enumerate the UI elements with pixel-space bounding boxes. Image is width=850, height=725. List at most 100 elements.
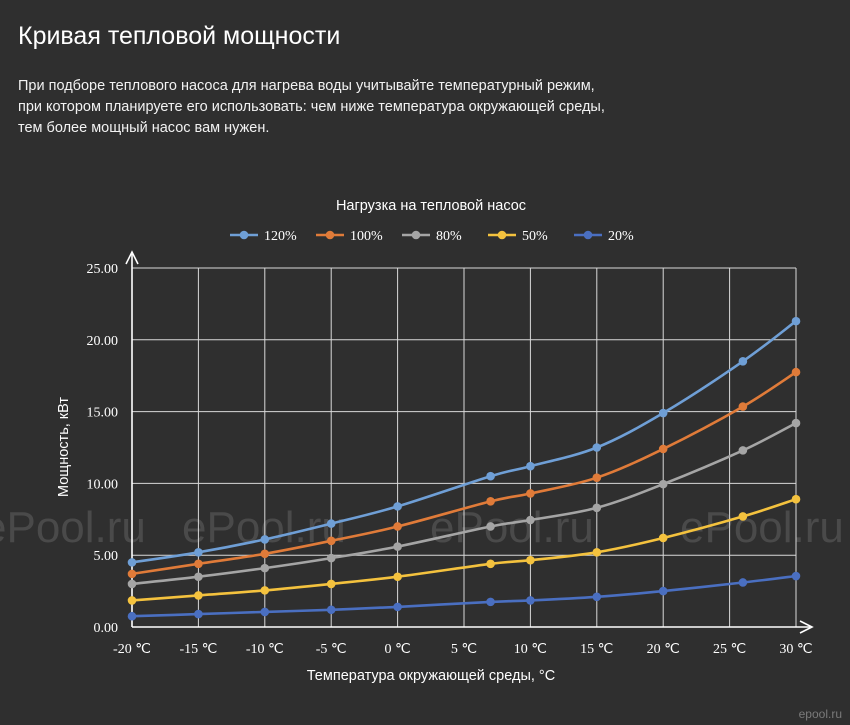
legend-item-2: 100% — [316, 229, 383, 244]
legend-label-1: 120% — [264, 229, 297, 244]
watermark-text-1: ePool.ru — [0, 503, 146, 552]
y-tick-label-2: 10.00 — [87, 477, 119, 492]
legend-swatch-marker-3 — [411, 230, 421, 240]
description-line-2: при котором планируете его использовать:… — [18, 99, 605, 115]
legend-item-5: 20% — [574, 229, 634, 244]
legend-item-4: 50% — [488, 229, 548, 244]
chart-legend: 120% 100% 80% 50% 20% — [230, 229, 634, 244]
series-1-point-3 — [326, 519, 336, 528]
series-4-point-5 — [486, 559, 495, 569]
series-3-point-4 — [393, 542, 402, 551]
series-2-point-8 — [658, 444, 668, 454]
series-5 — [127, 571, 801, 621]
series-2-point-6 — [526, 489, 535, 498]
x-tick-label-2: -10 ℃ — [246, 642, 284, 657]
legend-label-4: 50% — [522, 229, 548, 244]
series-2-point-3 — [326, 536, 336, 546]
y-tick-label-4: 20.00 — [87, 334, 119, 349]
series-2-point-7 — [592, 473, 602, 482]
series-2-point-5 — [486, 497, 495, 506]
series-4-point-6 — [526, 555, 535, 565]
series-3-point-7 — [592, 503, 602, 513]
page-title: Кривая тепловой мощности — [18, 22, 341, 50]
x-axis-arrow — [799, 620, 814, 634]
series-layer — [127, 316, 801, 621]
series-2-point-2 — [260, 549, 270, 559]
series-1 — [127, 316, 801, 567]
y-tick-label-0: 0.00 — [94, 621, 119, 636]
x-tick-label-8: 20 ℃ — [647, 642, 680, 657]
series-5-point-7 — [592, 592, 602, 602]
legend-label-2: 100% — [350, 229, 383, 244]
series-5-point-5 — [486, 597, 495, 607]
x-axis-label: Температура окружающей среды, °C — [307, 668, 555, 684]
series-1-point-10 — [791, 316, 801, 326]
series-4-point-10 — [791, 494, 801, 504]
series-1-point-9 — [738, 357, 748, 366]
series-4 — [127, 494, 801, 605]
x-tick-label-1: -15 ℃ — [179, 642, 217, 657]
watermark-text-2: ePool.ru — [182, 503, 346, 552]
x-tick-label-7: 15 ℃ — [580, 642, 613, 657]
x-tick-label-9: 25 ℃ — [713, 642, 746, 657]
series-3-point-5 — [486, 522, 495, 531]
legend-label-5: 20% — [608, 229, 634, 244]
series-5-point-6 — [526, 596, 535, 605]
series-1-point-4 — [393, 502, 402, 511]
series-5-point-4 — [393, 602, 402, 612]
series-3-point-0 — [127, 579, 137, 589]
series-3-point-10 — [791, 418, 801, 428]
series-4-point-7 — [592, 548, 602, 557]
description-line-3: тем более мощный насос вам нужен. — [18, 120, 270, 136]
series-3-point-2 — [260, 563, 270, 573]
power-curve-chart: Нагрузка на тепловой насос 120% 100% 80% 50… — [0, 198, 844, 684]
series-3-point-8 — [658, 479, 668, 489]
series-2-point-4 — [393, 522, 402, 531]
chart-axes: 0.00 5.00 10.00 15.00 20.00 25.00 -20 ℃ -15 ℃ -1… — [87, 250, 814, 657]
y-axis-label: Мощность, кВт — [56, 397, 72, 497]
series-4-point-9 — [738, 512, 748, 521]
series-3-point-9 — [738, 446, 748, 455]
series-1-point-7 — [592, 443, 602, 452]
series-1-point-5 — [486, 471, 495, 481]
series-1-point-1 — [194, 548, 203, 557]
series-4-point-2 — [260, 586, 270, 595]
series-1-point-6 — [526, 461, 535, 471]
x-tick-label-0: -20 ℃ — [113, 642, 151, 657]
series-5-point-10 — [791, 571, 801, 581]
y-tick-label-5: 25.00 — [87, 262, 119, 277]
x-tick-label-3: -5 ℃ — [316, 642, 347, 657]
y-tick-label-1: 5.00 — [94, 549, 119, 564]
legend-swatch-marker-2 — [325, 230, 335, 240]
series-4-point-1 — [194, 591, 203, 600]
series-3-point-6 — [526, 515, 535, 525]
x-tick-label-4: 0 ℃ — [384, 642, 410, 657]
legend-swatch-marker-4 — [497, 230, 507, 240]
description: При подборе теплового насоса для нагрева… — [18, 76, 718, 139]
series-3 — [127, 418, 801, 589]
series-5-point-3 — [326, 605, 336, 615]
series-5-point-9 — [738, 578, 748, 587]
series-5-point-8 — [658, 586, 668, 596]
series-5-point-0 — [127, 611, 137, 621]
series-1-point-8 — [658, 408, 668, 418]
legend-swatch-marker-5 — [583, 230, 593, 240]
series-2-point-10 — [791, 367, 801, 377]
series-5-point-2 — [260, 607, 270, 617]
series-2-point-1 — [194, 559, 203, 569]
series-2 — [127, 367, 801, 579]
series-1-point-2 — [260, 535, 270, 544]
legend-item-3: 80% — [402, 229, 462, 244]
series-4-point-3 — [326, 579, 336, 589]
x-tick-label-6: 10 ℃ — [514, 642, 547, 657]
description-line-1: При подборе теплового насоса для нагрева… — [18, 78, 595, 94]
series-3-point-3 — [326, 553, 336, 563]
series-4-point-0 — [127, 596, 137, 605]
series-1-point-0 — [127, 558, 137, 567]
legend-item-1: 120% — [230, 229, 297, 244]
series-2-point-0 — [127, 569, 137, 579]
x-tick-label-5: 5 ℃ — [451, 642, 477, 657]
y-axis-arrow — [125, 250, 139, 265]
series-4-point-4 — [393, 572, 402, 582]
